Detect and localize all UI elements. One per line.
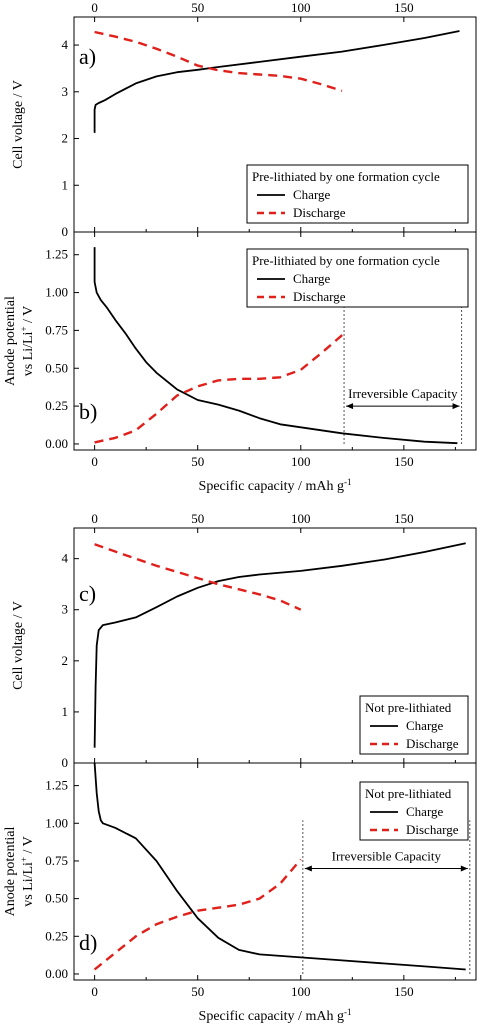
y-tick-label: 0.00	[45, 436, 68, 451]
legend-box	[359, 695, 469, 755]
charge-curve	[93, 762, 466, 971]
x-tick-label: 50	[191, 0, 204, 15]
y-tick-label: 4	[62, 37, 69, 52]
legend-entry-discharge: Discharge	[293, 289, 346, 304]
x-axis-label: Specific capacity / mAh g-1	[199, 1007, 352, 1024]
y-axis-label: Cell voltage / V	[11, 80, 26, 169]
y-tick-label: 3	[62, 84, 69, 99]
y-tick-label: 2	[62, 653, 69, 668]
x-tick-label: 50	[191, 984, 204, 999]
charge-curve	[93, 247, 458, 445]
y-tick-label: 4	[62, 551, 69, 566]
discharge-curve	[94, 543, 302, 611]
legend-entry-charge: Charge	[293, 187, 331, 202]
y-axis-label-unit: / V	[21, 836, 36, 857]
legend-title: Pre-lithiated by one formation cycle	[252, 253, 440, 268]
y-tick-label: 0.50	[45, 891, 68, 906]
legend-entry-discharge: Discharge	[406, 822, 459, 837]
discharge-curve	[94, 332, 345, 444]
y-axis-label-line2: vs Li/Li+ / V	[19, 836, 36, 907]
x-axis-label-sup: -1	[344, 477, 352, 487]
x-tick-label: 0	[91, 511, 98, 526]
legend-title: Not pre-lithiated	[365, 786, 452, 801]
arrowhead-right	[452, 403, 460, 410]
x-tick-label: 150	[394, 511, 414, 526]
legend-entry-discharge: Discharge	[293, 205, 346, 220]
y-tick-label: 3	[62, 602, 69, 617]
y-tick-label: 1.25	[45, 247, 68, 262]
y-tick-label: 2	[62, 131, 69, 146]
y-axis-label-part: vs Li/Li	[21, 862, 36, 907]
x-tick-label: 0	[91, 454, 98, 469]
legend-entry-charge: Charge	[293, 271, 331, 286]
panel-label-d: d)	[79, 930, 97, 955]
arrowhead-right	[460, 865, 468, 872]
y-tick-label: 1.00	[45, 285, 68, 300]
x-tick-label: 150	[394, 984, 414, 999]
x-tick-label: 150	[394, 454, 414, 469]
y-tick-label: 0.25	[45, 928, 68, 943]
charge-curve	[93, 542, 466, 748]
y-tick-label: 0.75	[45, 322, 68, 337]
panel-label-b: b)	[79, 399, 97, 424]
y-axis-label: Cell voltage / V	[11, 601, 26, 690]
x-tick-label: 0	[91, 984, 98, 999]
y-axis-label-line1: Anode potential	[3, 826, 18, 916]
legend-title: Not pre-lithiated	[365, 700, 452, 715]
y-tick-label: 1	[62, 704, 69, 719]
plot-frame	[73, 231, 477, 451]
panel-d: 0 50 100 150 0.00 0.25 0.50 0.75 1.00 1.25 Anode p…	[3, 762, 477, 1024]
panel-c: 0 50 100 150 0 1 2 3 4 Cell voltage / V Not pre-li…	[11, 511, 477, 770]
y-tick-label: 0.50	[45, 360, 68, 375]
x-tick-label: 100	[291, 511, 311, 526]
discharge-curve	[94, 30, 343, 92]
irreversible-capacity-label: Irreversible Capacity	[332, 848, 442, 863]
y-tick-label: 1.00	[45, 815, 68, 830]
y-tick-label: 1.25	[45, 778, 68, 793]
legend-box	[359, 781, 469, 841]
panel-a: 0 50 100 150 0 1 2 3 4 Cell voltage / V Pre-lithia…	[11, 0, 477, 239]
panel-b: 0 50 100 150 0.00 0.25 0.50 0.75 1.00 1.25 Anode p…	[3, 231, 477, 494]
y-tick-label: 0	[62, 224, 69, 239]
x-tick-label: 0	[91, 0, 98, 15]
discharge-curve	[93, 858, 302, 971]
x-axis-label-text: Specific capacity / mAh g	[199, 479, 344, 494]
arrowhead-left	[304, 865, 312, 872]
y-axis-label-line1: Anode potential	[3, 296, 18, 386]
x-tick-label: 100	[291, 454, 311, 469]
irreversible-capacity-label: Irreversible Capacity	[348, 386, 458, 401]
legend-entry-discharge: Discharge	[406, 736, 459, 751]
y-tick-label: 0	[62, 755, 69, 770]
panel-label-c: c)	[79, 581, 96, 606]
x-tick-label: 50	[191, 454, 204, 469]
panel-label-a: a)	[79, 44, 96, 69]
y-axis-label-sup: +	[19, 857, 29, 862]
y-tick-label: 0.00	[45, 966, 68, 981]
y-tick-label: 0.75	[45, 853, 68, 868]
legend-entry-charge: Charge	[406, 718, 444, 733]
y-axis-label-line2: vs Li/Li+ / V	[19, 306, 36, 377]
x-tick-label: 100	[291, 0, 311, 15]
y-tick-label: 0.25	[45, 398, 68, 413]
x-tick-label: 150	[394, 0, 414, 15]
y-tick-label: 1	[62, 177, 69, 192]
x-axis-label: Specific capacity / mAh g-1	[199, 477, 352, 494]
legend-title: Pre-lithiated by one formation cycle	[252, 169, 440, 184]
x-tick-label: 50	[191, 511, 204, 526]
arrowhead-left	[346, 403, 354, 410]
legend-entry-charge: Charge	[406, 804, 444, 819]
y-axis-label-sup: +	[19, 326, 29, 331]
y-axis-label-part: vs Li/Li	[21, 331, 36, 376]
x-axis-label-sup: -1	[344, 1007, 352, 1017]
x-tick-label: 100	[291, 984, 311, 999]
plot-frame	[73, 762, 477, 981]
x-axis-label-text: Specific capacity / mAh g	[199, 1009, 344, 1024]
y-axis-label-unit: / V	[21, 306, 36, 327]
charge-curve	[93, 30, 460, 133]
